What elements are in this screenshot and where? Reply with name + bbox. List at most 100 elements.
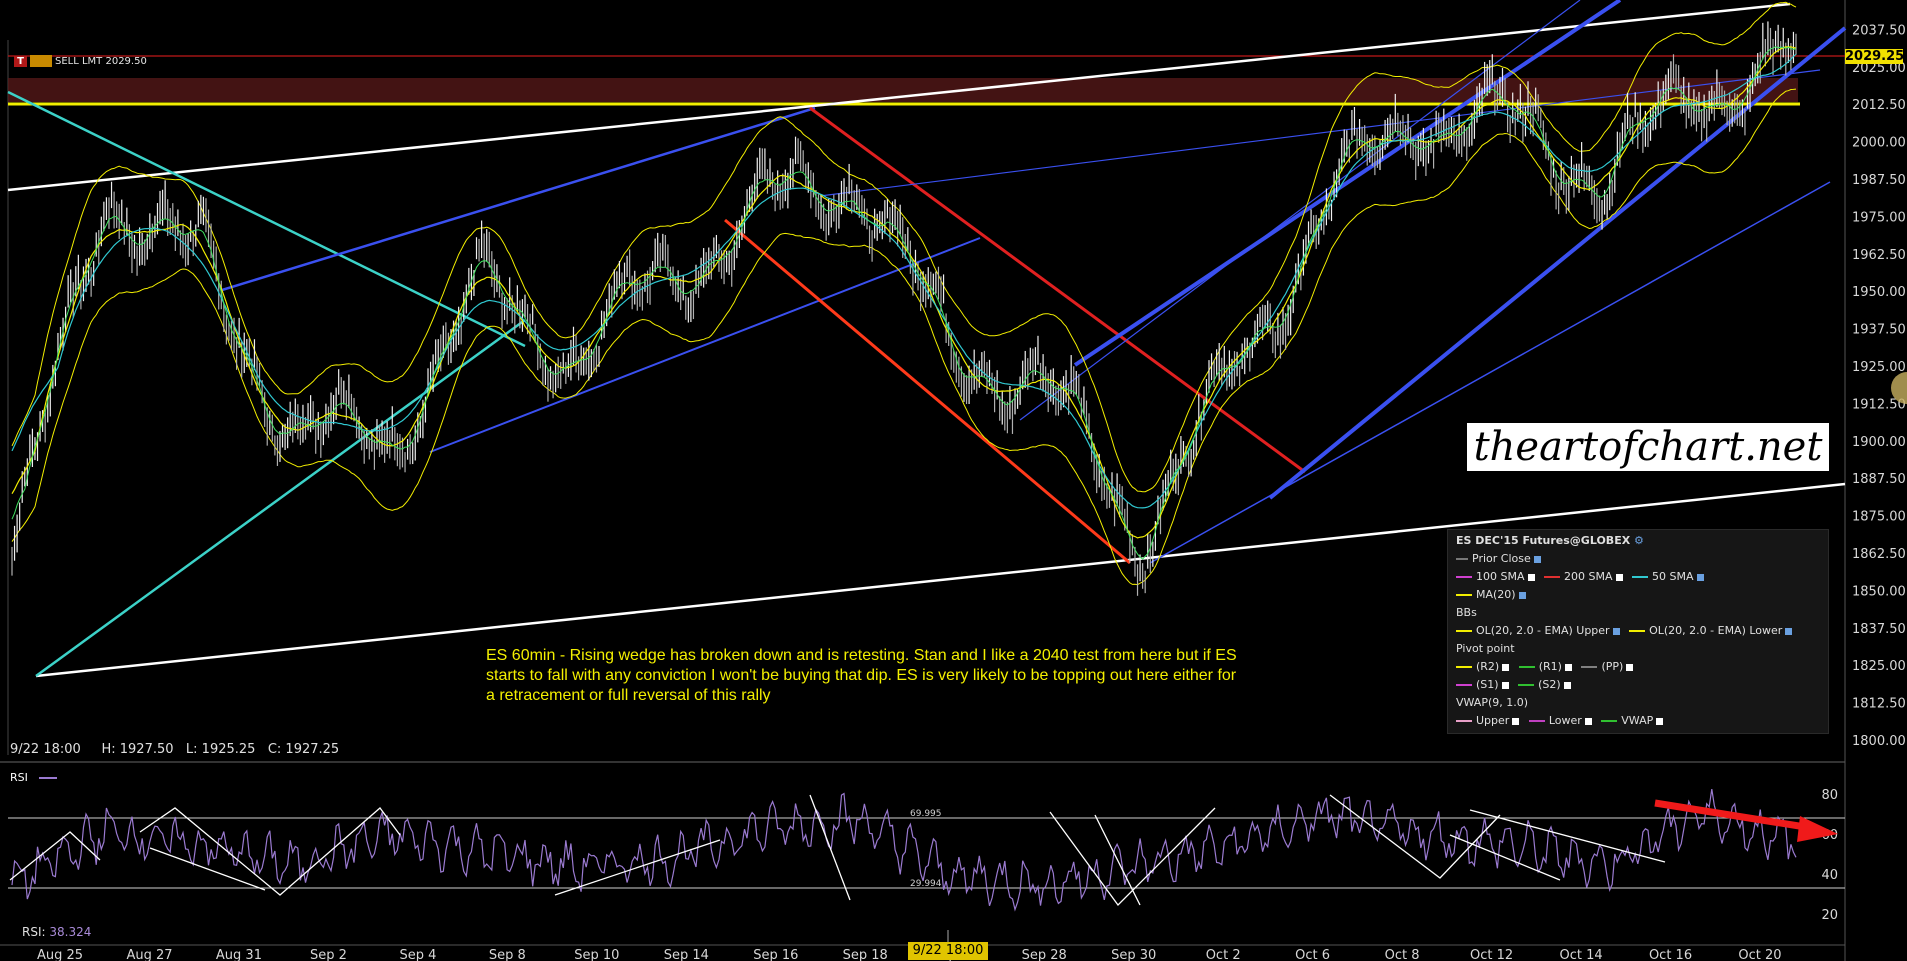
bollinger-bands bbox=[11, 1, 1797, 586]
sma200-checkbox[interactable] bbox=[1615, 573, 1623, 581]
sma100-label: 100 SMA bbox=[1476, 570, 1525, 583]
rsi-trend-5 bbox=[809, 794, 851, 901]
rsi-panel: 69.995 29.994 80604020 bbox=[8, 788, 1845, 923]
rsi-trend-6 bbox=[1049, 807, 1216, 906]
price-tick-label: 1950.00 bbox=[1852, 285, 1906, 300]
price-tick-label: 1812.50 bbox=[1852, 697, 1906, 712]
rsi-axis: 80604020 bbox=[1821, 788, 1838, 923]
rsi-readout-value: 38.324 bbox=[49, 925, 92, 939]
legend-bbs: BBs bbox=[1456, 606, 1477, 619]
price-axis: 2037.50 2025.00 2012.50 2000.00 1987.50 1975.… bbox=[1852, 23, 1906, 749]
legend-title: ES DEC'15 Futures@GLOBEX ⚙ bbox=[1456, 534, 1644, 547]
price-tick-label: 1975.00 bbox=[1852, 210, 1906, 225]
prior-close-swatch bbox=[1456, 558, 1468, 560]
s1-swatch bbox=[1456, 684, 1472, 686]
rsi-header[interactable]: RSI bbox=[10, 771, 58, 784]
sma50-checkbox[interactable] bbox=[1696, 573, 1704, 581]
price-tick-label: 1800.00 bbox=[1852, 734, 1906, 749]
ohlc-date: 9/22 18:00 bbox=[10, 742, 81, 757]
prior-close-checkbox[interactable] bbox=[1533, 555, 1541, 563]
time-tick-label: Aug 31 bbox=[216, 948, 262, 961]
r1-checkbox[interactable] bbox=[1564, 663, 1572, 671]
time-tick-label: Oct 20 bbox=[1738, 948, 1781, 961]
sma50-swatch bbox=[1632, 576, 1648, 578]
legend-prior-close[interactable]: Prior Close bbox=[1456, 552, 1547, 565]
indicator-legend[interactable]: ES DEC'15 Futures@GLOBEX ⚙ Prior Close 1… bbox=[1447, 529, 1829, 734]
order-qty-badge bbox=[30, 55, 52, 67]
prior-close-label: Prior Close bbox=[1472, 552, 1531, 565]
rsi-trend-4 bbox=[554, 839, 721, 896]
vwap-label: VWAP bbox=[1621, 714, 1654, 727]
wedge-lower-line bbox=[35, 482, 1846, 678]
time-tick-label: Aug 25 bbox=[37, 948, 83, 961]
blue-thin-line-1 bbox=[1149, 181, 1831, 564]
price-tick-label: 1887.50 bbox=[1852, 472, 1906, 487]
ma20-line bbox=[11, 46, 1797, 539]
s2-checkbox[interactable] bbox=[1563, 681, 1571, 689]
rsi-red-arrow-shaft bbox=[1654, 799, 1819, 833]
time-tick-label: Sep 2 bbox=[310, 948, 347, 961]
price-tick-label: 2037.50 bbox=[1852, 23, 1906, 38]
bb-upper-checkbox[interactable] bbox=[1612, 627, 1620, 635]
bb-lower-checkbox[interactable] bbox=[1785, 627, 1793, 635]
price-tick-label: 1862.50 bbox=[1852, 547, 1906, 562]
last-price-tag: 2029.25 bbox=[1845, 49, 1905, 64]
r1-swatch bbox=[1518, 666, 1535, 668]
vwap-checkbox[interactable] bbox=[1656, 717, 1664, 725]
blue-thin-line-3 bbox=[819, 69, 1821, 197]
time-axis: Aug 25 Aug 27 Aug 31 Sep 2 Sep 4 Sep 8 Sep 10 S… bbox=[37, 948, 1782, 961]
rsi-readout-label: RSI bbox=[22, 925, 42, 939]
vwap-upper-label: Upper bbox=[1476, 714, 1510, 727]
rsi-lower-label: 29.994 bbox=[910, 879, 942, 889]
blue-channel-lower bbox=[429, 237, 981, 453]
time-tick-label: Oct 6 bbox=[1295, 948, 1330, 961]
rsi-trend-8 bbox=[1329, 794, 1501, 879]
hover-date-label: 9/22 18:00 bbox=[908, 942, 988, 960]
red-channel-lower bbox=[724, 218, 1131, 565]
vwap-upper-checkbox[interactable] bbox=[1512, 717, 1520, 725]
pp-swatch bbox=[1581, 666, 1598, 668]
bbs-label: BBs bbox=[1456, 606, 1477, 619]
rsi-tick-label: 80 bbox=[1821, 788, 1838, 803]
resistance-zone bbox=[8, 78, 1798, 102]
rsi-upper-label: 69.995 bbox=[910, 809, 942, 819]
price-tick-label: 2012.50 bbox=[1852, 98, 1906, 113]
price-tick-label: 1912.50 bbox=[1852, 397, 1906, 412]
price-tick-label: 1850.00 bbox=[1852, 584, 1906, 599]
legend-title-text: ES DEC'15 Futures@GLOBEX bbox=[1456, 534, 1631, 547]
rsi-line bbox=[11, 789, 1797, 912]
legend-bb-row: OL(20, 2.0 - EMA) Upper OL(20, 2.0 - EMA… bbox=[1456, 624, 1798, 637]
sma100-checkbox[interactable] bbox=[1527, 573, 1535, 581]
legend-pivot-row1: (R2) (R1) (PP) bbox=[1456, 660, 1639, 673]
price-tick-label: 2025.00 bbox=[1852, 61, 1906, 76]
rsi-readout: RSI: 38.324 bbox=[22, 925, 92, 939]
scroll-handle[interactable] bbox=[1891, 372, 1907, 404]
pp-label: (PP) bbox=[1601, 660, 1624, 673]
vwap-lower-checkbox[interactable] bbox=[1584, 717, 1592, 725]
time-tick-label: Sep 30 bbox=[1111, 948, 1156, 961]
rsi-tick-label: 40 bbox=[1821, 868, 1838, 883]
price-tick-label: 1837.50 bbox=[1852, 622, 1906, 637]
order-label: SELL LMT 2029.50 bbox=[55, 55, 147, 67]
cyan-trendline-up bbox=[35, 318, 526, 678]
ma20-swatch bbox=[1456, 594, 1472, 596]
order-marker[interactable]: T SELL LMT 2029.50 bbox=[14, 54, 147, 68]
pp-checkbox[interactable] bbox=[1626, 663, 1634, 671]
price-bars bbox=[11, 21, 1797, 596]
time-tick-label: Sep 4 bbox=[399, 948, 436, 961]
rsi-trend-10 bbox=[1449, 834, 1561, 881]
settings-icon[interactable]: ⚙ bbox=[1634, 534, 1644, 547]
vwap-swatch bbox=[1601, 720, 1618, 722]
r1-label: (R1) bbox=[1538, 660, 1562, 673]
legend-ma20[interactable]: MA(20) bbox=[1456, 588, 1532, 601]
time-tick-label: Oct 8 bbox=[1385, 948, 1420, 961]
rsi-title: RSI bbox=[10, 771, 28, 784]
ma20-checkbox[interactable] bbox=[1518, 591, 1526, 599]
bb-upper-label: OL(20, 2.0 - EMA) Upper bbox=[1476, 624, 1610, 637]
s1-checkbox[interactable] bbox=[1501, 681, 1509, 689]
rsi-trend-7 bbox=[1094, 814, 1141, 906]
r2-checkbox[interactable] bbox=[1502, 663, 1510, 671]
legend-pivot: Pivot point bbox=[1456, 642, 1515, 655]
rising-wedge-lower bbox=[1268, 26, 1847, 500]
